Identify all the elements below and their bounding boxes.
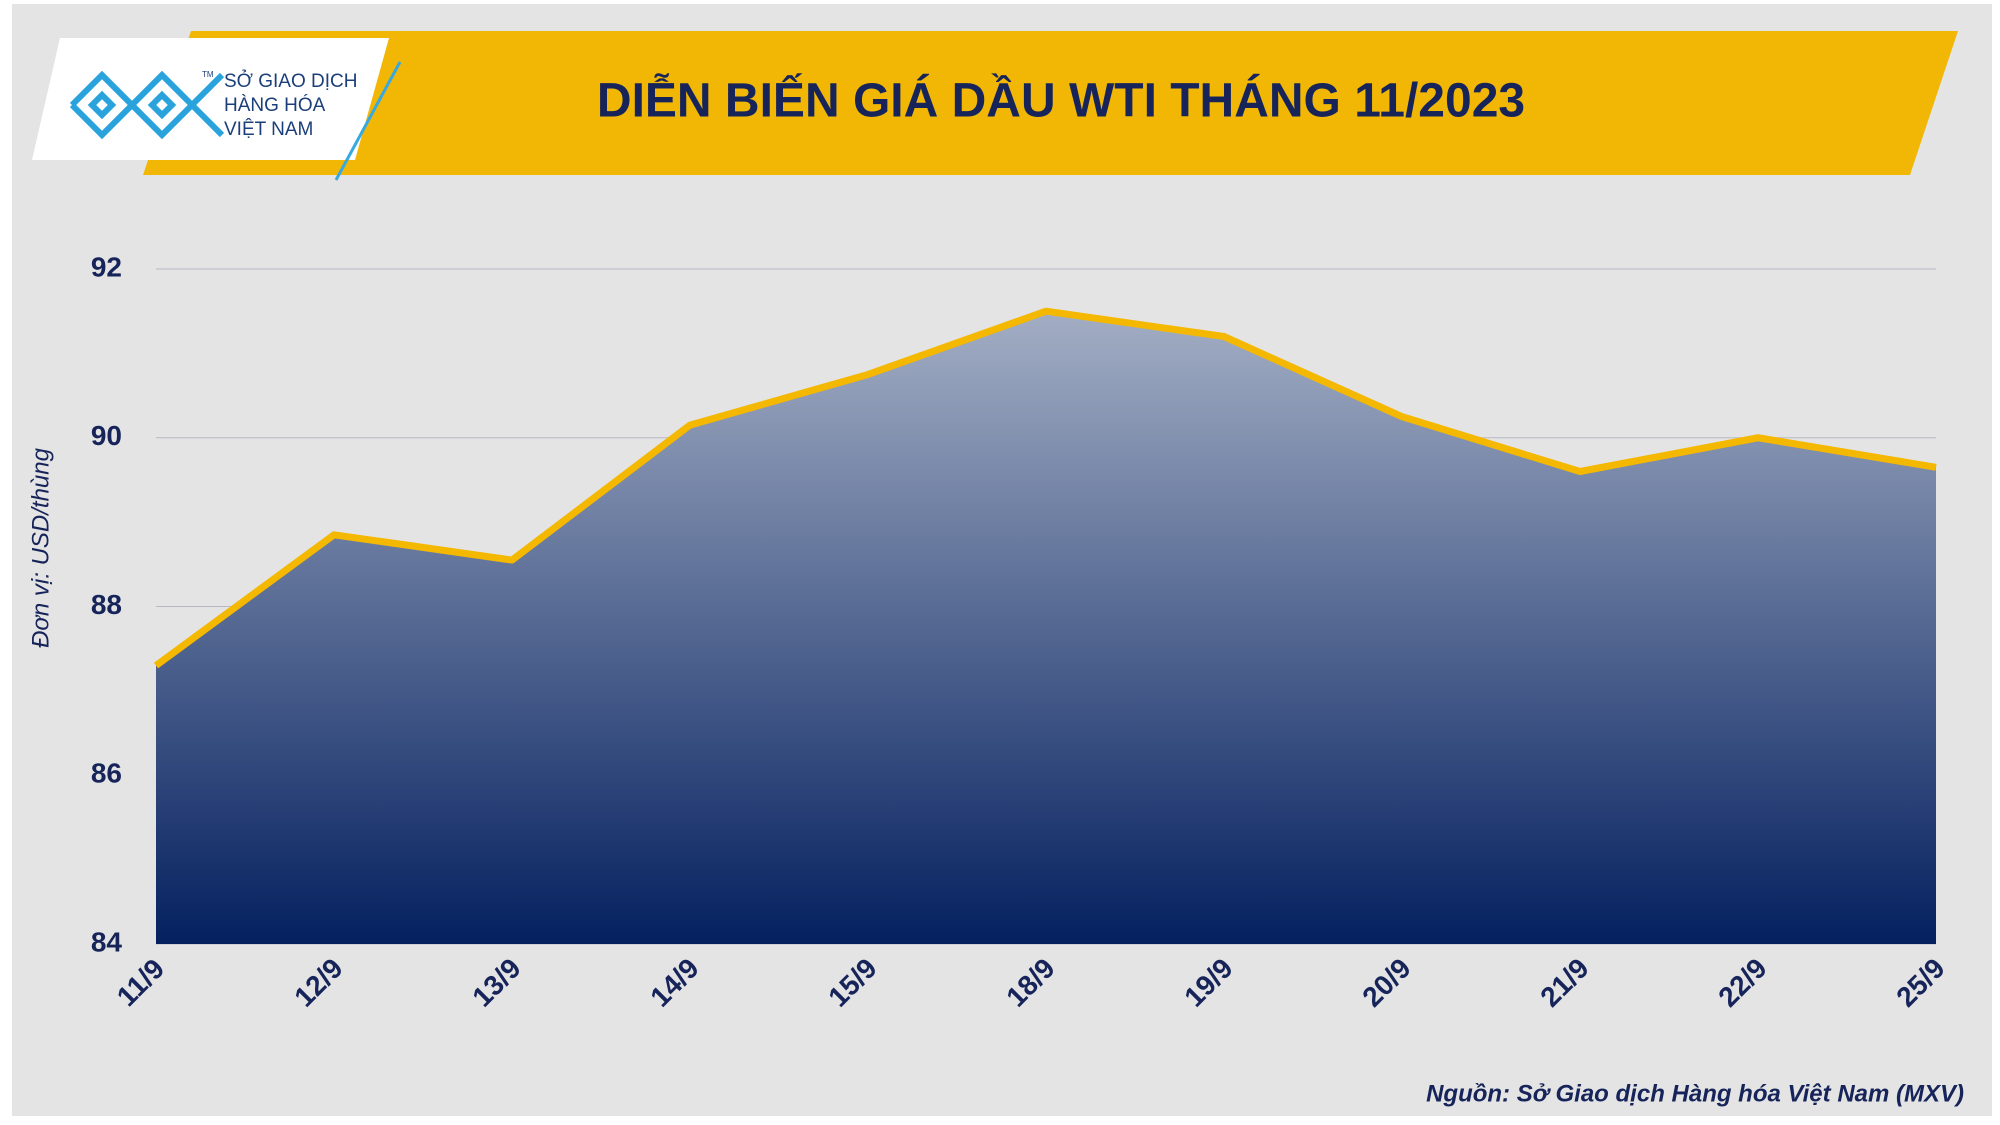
- y-tick-label: 88: [91, 589, 122, 620]
- logo-text: SỞ GIAO DỊCH: [224, 70, 357, 92]
- y-axis-label: Đơn vị: USD/thùng: [27, 447, 54, 648]
- logo-box: [32, 38, 389, 160]
- area: [156, 311, 1936, 944]
- logo-stripe: [334, 61, 402, 181]
- line: [153, 307, 1937, 669]
- y-tick-label: 86: [91, 758, 122, 789]
- logo-text: HÀNG HÓA: [224, 94, 326, 116]
- y-tick-label: 90: [91, 420, 122, 451]
- logo-icon: [69, 70, 225, 140]
- chart-title: DIỄN BIẾN GIÁ DẦU WTI THÁNG 11/2023: [597, 74, 1525, 128]
- y-tick-label: 92: [91, 251, 122, 282]
- y-tick-label: 84: [91, 926, 123, 957]
- logo-text: VIỆT NAM: [224, 118, 313, 140]
- logo-tm: TM: [202, 70, 214, 79]
- source: Nguồn: Sở Giao dịch Hàng hóa Việt Nam (M…: [1426, 1080, 1964, 1107]
- title-bar: [143, 31, 1958, 175]
